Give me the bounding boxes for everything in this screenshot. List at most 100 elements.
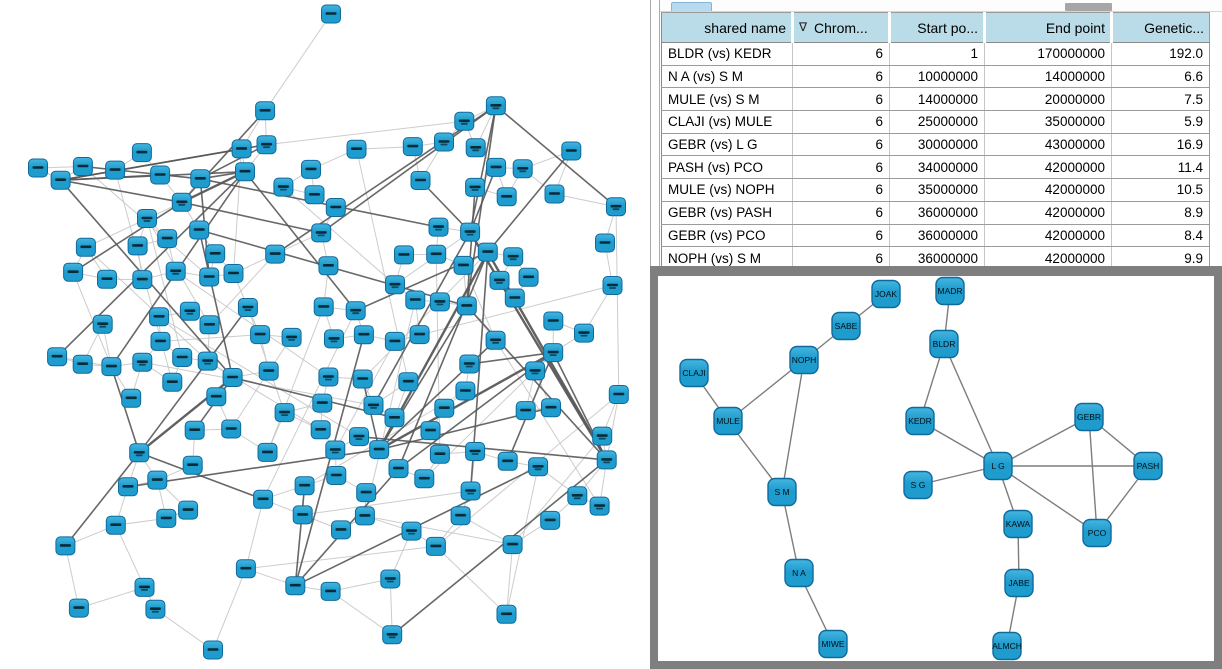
network-node[interactable]	[425, 536, 446, 556]
node-pash[interactable]: PASH	[1133, 451, 1163, 481]
network-node[interactable]	[455, 381, 476, 401]
table-cell[interactable]: 6	[792, 65, 890, 89]
network-node[interactable]	[352, 369, 373, 389]
network-node[interactable]	[486, 157, 507, 177]
network-node[interactable]	[324, 329, 344, 349]
node-kawa[interactable]: KAWA	[1003, 509, 1033, 539]
network-node[interactable]	[256, 135, 277, 155]
network-node[interactable]	[285, 576, 306, 596]
table-cell[interactable]: 1	[889, 42, 985, 66]
edge-gebr-pco[interactable]	[1088, 416, 1098, 534]
network-node[interactable]	[602, 276, 623, 295]
network-node[interactable]	[410, 171, 431, 190]
network-node[interactable]	[354, 506, 375, 526]
network-node[interactable]	[515, 401, 536, 421]
tab-fragment[interactable]	[671, 2, 712, 11]
network-node[interactable]	[197, 351, 218, 371]
table-cell[interactable]: 25000000	[889, 110, 985, 134]
network-node[interactable]	[118, 477, 138, 497]
network-node[interactable]	[178, 500, 199, 520]
network-node[interactable]	[28, 158, 48, 178]
table-cell[interactable]: GEBR (vs) L G	[661, 133, 793, 157]
network-node[interactable]	[414, 469, 435, 489]
table-cell[interactable]: 6	[792, 224, 890, 248]
network-node[interactable]	[608, 385, 629, 404]
table-cell[interactable]: MULE (vs) NOPH	[661, 178, 793, 202]
network-node[interactable]	[321, 4, 341, 24]
network-node[interactable]	[105, 515, 126, 535]
subnetwork-canvas[interactable]: JOAK MADR SABE NOPH BLDR CLAJI MULE KEDR GEBR L G…	[658, 276, 1212, 661]
network-node[interactable]	[203, 640, 223, 660]
node-miwe[interactable]: MIWE	[818, 629, 848, 659]
network-node[interactable]	[380, 569, 401, 589]
network-node[interactable]	[72, 157, 93, 176]
node-kedr[interactable]: KEDR	[905, 406, 935, 436]
network-node[interactable]	[561, 141, 582, 161]
table-cell[interactable]: CLAJI (vs) MULE	[661, 110, 793, 134]
network-node[interactable]	[156, 508, 177, 528]
network-node[interactable]	[132, 270, 153, 290]
network-node[interactable]	[72, 354, 93, 374]
table-row[interactable]: MULE (vs) S M 6 14000000 20000000 7.5	[661, 87, 1210, 112]
node-almch[interactable]: ALMCH	[992, 631, 1022, 661]
table-row[interactable]: NOPH (vs) S M 6 36000000 42000000 9.9	[661, 246, 1210, 270]
network-node[interactable]	[434, 132, 454, 152]
network-node[interactable]	[518, 267, 539, 287]
table-cell[interactable]: 42000000	[984, 155, 1112, 180]
network-node[interactable]	[485, 330, 506, 350]
network-node[interactable]	[231, 139, 252, 159]
table-cell[interactable]: NOPH (vs) S M	[661, 246, 793, 270]
scrollbar-fragment[interactable]	[1065, 3, 1112, 11]
table-cell[interactable]: 36000000	[889, 201, 985, 225]
table-cell[interactable]: 35000000	[889, 178, 985, 202]
network-node[interactable]	[137, 209, 157, 228]
network-node[interactable]	[162, 372, 183, 392]
network-node[interactable]	[485, 96, 506, 116]
network-node[interactable]	[318, 367, 339, 387]
network-node[interactable]	[477, 242, 498, 262]
table-cell[interactable]: 170000000	[984, 42, 1112, 66]
network-node[interactable]	[145, 599, 166, 619]
network-node[interactable]	[182, 455, 203, 475]
node-bldr[interactable]: BLDR	[929, 329, 959, 359]
network-node[interactable]	[450, 506, 471, 526]
network-node[interactable]	[294, 476, 315, 496]
network-node[interactable]	[101, 357, 122, 377]
column-header-shared-name[interactable]: shared name	[661, 12, 794, 43]
network-node[interactable]	[235, 162, 255, 182]
network-node[interactable]	[528, 457, 549, 477]
network-node[interactable]	[313, 297, 334, 317]
network-node[interactable]	[301, 159, 321, 179]
network-node[interactable]	[369, 440, 390, 460]
network-node[interactable]	[304, 185, 325, 205]
network-node[interactable]	[592, 426, 613, 446]
network-node[interactable]	[456, 296, 477, 316]
node-madr[interactable]: MADR	[935, 276, 965, 306]
network-node[interactable]	[63, 262, 84, 282]
network-node[interactable]	[150, 165, 171, 185]
table-row[interactable]: GEBR (vs) PCO 6 36000000 42000000 8.4	[661, 224, 1210, 248]
network-node[interactable]	[541, 398, 561, 418]
table-cell[interactable]: 6	[792, 42, 890, 66]
network-node[interactable]	[567, 486, 588, 506]
network-node[interactable]	[258, 361, 279, 381]
table-cell[interactable]: 42000000	[984, 224, 1112, 248]
table-cell[interactable]: 36000000	[889, 246, 985, 270]
table-cell[interactable]: 34000000	[889, 155, 985, 180]
network-node[interactable]	[385, 275, 405, 295]
network-node[interactable]	[190, 169, 211, 189]
network-node[interactable]	[382, 625, 403, 645]
table-cell[interactable]: 6	[792, 201, 890, 225]
network-node[interactable]	[311, 223, 332, 243]
table-cell[interactable]: 43000000	[984, 133, 1112, 157]
table-cell[interactable]: 42000000	[984, 201, 1112, 225]
panel-divider[interactable]	[650, 0, 660, 270]
network-node[interactable]	[253, 489, 274, 509]
table-cell[interactable]: GEBR (vs) PASH	[661, 201, 793, 225]
network-node[interactable]	[75, 237, 96, 257]
table-cell[interactable]: 6	[792, 246, 890, 270]
network-node[interactable]	[273, 177, 294, 197]
table-cell[interactable]: 42000000	[984, 178, 1112, 202]
network-node[interactable]	[281, 327, 302, 347]
network-node[interactable]	[345, 301, 366, 321]
